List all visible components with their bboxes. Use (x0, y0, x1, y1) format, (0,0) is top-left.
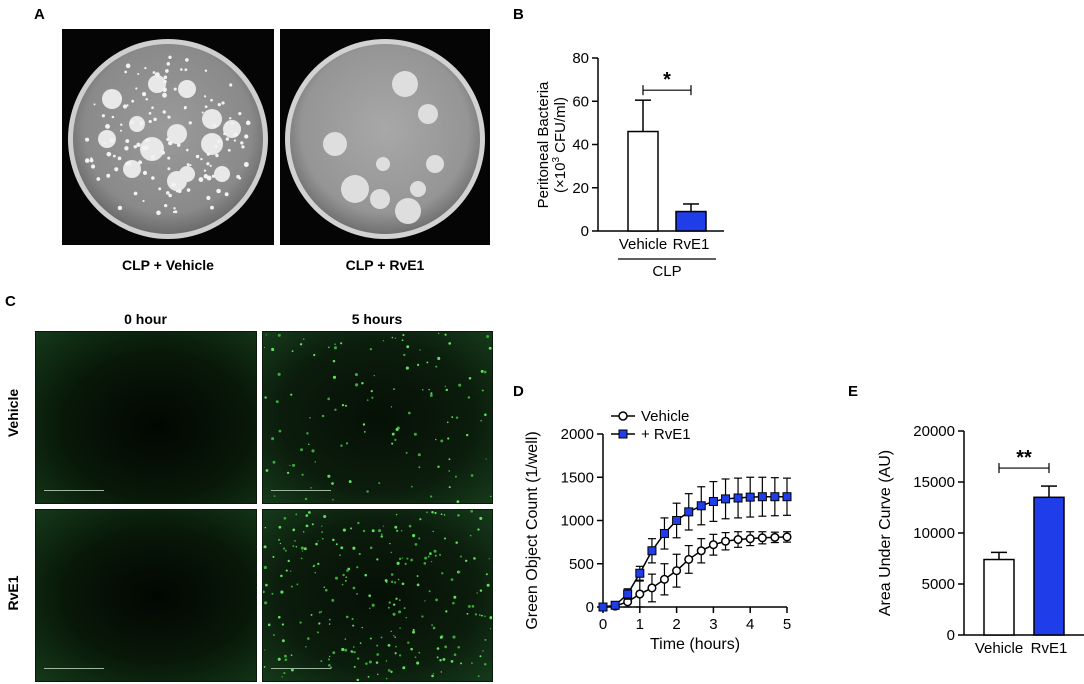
chart-b-x-tick-label: Vehicle (619, 236, 667, 253)
chart-d-y-tick-label: 500 (569, 556, 594, 573)
chart-d: 0 500 1000 1500 2000 0 1 2 3 4 5 Time (hours) Green … (524, 408, 792, 653)
chart-e-x-tick-label: Vehicle (975, 640, 1023, 657)
chart-b-y-tick-label: 80 (572, 50, 589, 67)
chart-d-series-vehicle-point (684, 554, 694, 564)
dish-caption-rve1: CLP + RvE1 (345, 257, 425, 273)
chart-d-series-vehicle-point (720, 536, 731, 546)
chart-d-series-vehicle-point (757, 533, 767, 543)
chart-d-legend-marker (618, 429, 628, 439)
chart-d-y-tick-label: 2000 (561, 426, 594, 443)
chart-b-y-tick-label: 60 (572, 93, 589, 110)
row-label-rve1: RvE1 (5, 575, 21, 611)
chart-e-y-tick-label: 10000 (913, 525, 955, 542)
column-header-0-hour: 0 hour (124, 311, 167, 327)
micrograph-vehicle-0h (35, 331, 257, 504)
chart-b: 0 20 40 60 80 Vehicle RvE1 * CLP Peritoneal Bacte… (535, 50, 724, 280)
chart-d-series-rve1-point (659, 528, 669, 538)
chart-d-series-rve1-point (635, 568, 645, 578)
chart-e-y-tick-label: 5000 (922, 576, 955, 593)
dish-caption-vehicle: CLP + Vehicle (122, 257, 214, 273)
column-header-5-hours: 5 hours (351, 311, 403, 327)
chart-d-series-rve1-point (757, 492, 767, 502)
chart-e-y-tick-label: 20000 (913, 423, 955, 440)
chart-d-series-vehicle-line (602, 536, 788, 608)
micrograph-rve1-0h (35, 509, 257, 682)
chart-b-y-tick-label: 0 (581, 223, 589, 240)
panel-e-letter: E (848, 383, 859, 400)
panel-b-letter: B (513, 6, 524, 23)
scale-bar (271, 668, 331, 671)
chart-d-legend-label: Vehicle (641, 408, 689, 425)
chart-e-y-label: Area Under Curve (AU) (877, 450, 894, 616)
chart-d-legend-label: + RvE1 (641, 426, 691, 443)
chart-b-y-tick-label: 20 (572, 180, 589, 197)
panel-c-letter: C (5, 293, 16, 310)
panel-d-letter: D (513, 383, 524, 400)
chart-d-y-label: Green Object Count (1/well) (524, 431, 541, 629)
chart-d-series-rve1-point (721, 494, 731, 504)
chart-b-y-label-units: (×103 CFU/ml) (551, 97, 569, 193)
chart-d-series-rve1-point (647, 546, 657, 556)
chart-d-x-tick-label: 0 (599, 616, 607, 633)
chart-b-bar-vehicle (627, 130, 659, 232)
panel-a-letter: A (34, 6, 45, 23)
chart-d-series-rve1-point (770, 492, 780, 502)
micrograph-vehicle-5h (262, 331, 493, 504)
chart-d-y-tick-label: 1000 (561, 513, 594, 530)
chart-b-group-label: CLP (652, 263, 681, 280)
chart-b-y-tick-label: 40 (572, 137, 589, 154)
chart-d-series-vehicle-point (770, 532, 780, 542)
chart-e-bar-rve1 (1033, 496, 1065, 636)
chart-d-series-rve1-line (602, 495, 787, 608)
chart-d-series-rve1-point (598, 602, 608, 612)
chart-e-bar-vehicle (983, 558, 1015, 636)
chart-d-x-tick-label: 2 (672, 616, 680, 633)
chart-d-series-rve1-point (696, 501, 706, 511)
chart-d-x-tick-label: 1 (636, 616, 644, 633)
chart-d-series-rve1-point (610, 600, 620, 610)
micrograph-rve1-5h (262, 509, 493, 682)
chart-d-x-tick-label: 4 (746, 616, 754, 633)
chart-b-bar-rve1 (675, 210, 707, 232)
chart-e-y-tick-label: 15000 (913, 474, 955, 491)
chart-d-y-tick-label: 0 (586, 599, 594, 616)
petri-dish-vehicle-image (62, 29, 274, 245)
chart-d-x-tick-label: 3 (709, 616, 717, 633)
chart-b-x-tick-label: RvE1 (673, 236, 710, 253)
scale-bar (44, 490, 104, 493)
chart-d-series-vehicle-point (782, 532, 792, 542)
chart-d-series-rve1-point (745, 492, 755, 502)
scale-bar (44, 668, 104, 671)
chart-d-series-rve1-point (623, 589, 633, 599)
chart-d-series-rve1-point (684, 507, 694, 517)
scale-bar (271, 490, 331, 493)
chart-e-x-tick-label: RvE1 (1031, 640, 1068, 657)
chart-d-y-tick-label: 1500 (561, 469, 594, 486)
chart-d-series-vehicle-point (745, 534, 755, 544)
chart-b-y-label: Peritoneal Bacteria (535, 81, 552, 208)
chart-d-series-rve1-point (782, 492, 792, 502)
chart-e: 0 5000 10000 15000 20000 Vehicle RvE1 ** Area Un… (877, 423, 1084, 657)
chart-d-x-label: Time (hours) (650, 636, 740, 653)
chart-d-series-vehicle-point (647, 583, 657, 593)
chart-d-series-vehicle-point (696, 546, 706, 556)
chart-d-series-vehicle-point (733, 534, 743, 545)
chart-e-y-tick-label: 0 (947, 627, 955, 644)
chart-d-x-tick-label: 5 (783, 616, 791, 633)
chart-d-series-vehicle-point (635, 589, 645, 599)
chart-d-legend-marker (618, 411, 628, 421)
chart-b-significance-label: * (663, 69, 671, 91)
chart-d-series-vehicle-point (708, 540, 718, 550)
petri-dish-rve1-image (280, 29, 490, 245)
chart-d-series-rve1-point (708, 496, 718, 506)
chart-d-series-vehicle-point (672, 566, 682, 576)
chart-d-series-rve1-point (733, 493, 743, 503)
chart-d-series-vehicle-point (659, 574, 670, 584)
row-label-vehicle: Vehicle (5, 388, 21, 438)
chart-e-significance-label: ** (1016, 447, 1032, 469)
chart-d-series-rve1-point (672, 516, 682, 525)
